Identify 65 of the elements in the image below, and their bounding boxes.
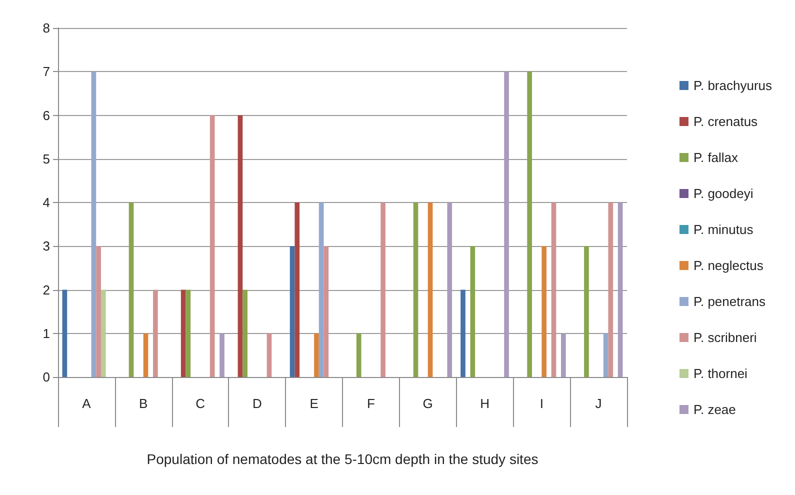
legend-label: P. brachyurus: [693, 78, 772, 93]
bar: [356, 333, 362, 377]
bar: [603, 333, 608, 377]
y-tick-label: 8: [42, 20, 50, 36]
x-tick-label: D: [252, 396, 262, 411]
legend-label: P. penetrans: [693, 294, 766, 309]
y-tick-label: 3: [42, 238, 50, 254]
x-tick-label: J: [595, 396, 602, 411]
legend-label: P. thornei: [693, 366, 748, 381]
bar: [470, 246, 476, 377]
bar: [180, 290, 186, 377]
y-tick-label: 4: [42, 195, 50, 210]
bar: [238, 115, 243, 377]
legend-label: P. crenatus: [693, 114, 758, 129]
x-tick-label: G: [422, 396, 433, 411]
bar: [220, 333, 224, 377]
x-tick-label: C: [196, 396, 205, 411]
bar: [96, 246, 101, 377]
y-tick-label: 6: [42, 108, 50, 123]
bar: [314, 333, 319, 377]
bar: [294, 202, 300, 377]
bar: [618, 202, 623, 377]
bar: [290, 246, 295, 377]
x-tick-label: A: [82, 396, 92, 411]
bar: [62, 290, 68, 377]
legend-label: P. scribneri: [693, 330, 757, 345]
y-tick-label: 5: [42, 151, 50, 166]
x-tick-label: I: [540, 396, 544, 411]
bar: [504, 72, 509, 377]
bar: [542, 246, 546, 377]
bar: [584, 246, 589, 377]
bar: [210, 115, 215, 377]
bar: [460, 290, 466, 377]
bar: [128, 202, 134, 377]
legend-label: P. minutus: [693, 222, 754, 237]
y-tick-label: 1: [42, 326, 50, 341]
bar: [242, 290, 248, 377]
bar: [551, 202, 556, 377]
y-tick-label: 0: [42, 370, 50, 384]
bar: [186, 290, 191, 377]
legend-label: P. neglectus: [693, 258, 764, 273]
bar: [266, 333, 272, 377]
y-tick-label: 7: [42, 64, 50, 80]
legend-label: P. goodeyi: [693, 186, 754, 201]
x-tick-label: F: [366, 396, 375, 411]
bar: [324, 246, 329, 377]
y-tick-label: 2: [42, 282, 50, 298]
bar: [527, 72, 532, 377]
bar: [153, 290, 158, 377]
bar: [608, 202, 614, 377]
x-tick-label: E: [310, 396, 319, 411]
x-axis-title: Population of nematodes at the 5-10cm depth in the study sites: [146, 451, 538, 467]
bar: [91, 72, 96, 377]
bar: [380, 202, 386, 377]
bar: [318, 202, 324, 377]
bar: [143, 333, 148, 377]
bar: [428, 202, 433, 377]
bar: [100, 290, 106, 377]
x-tick-label: B: [139, 396, 148, 411]
bar: [413, 202, 418, 377]
bar: [560, 333, 566, 377]
legend-label: P. fallax: [693, 150, 739, 165]
x-tick-label: H: [480, 396, 490, 411]
legend-label: P. zeae: [693, 402, 736, 417]
bar: [447, 202, 452, 377]
